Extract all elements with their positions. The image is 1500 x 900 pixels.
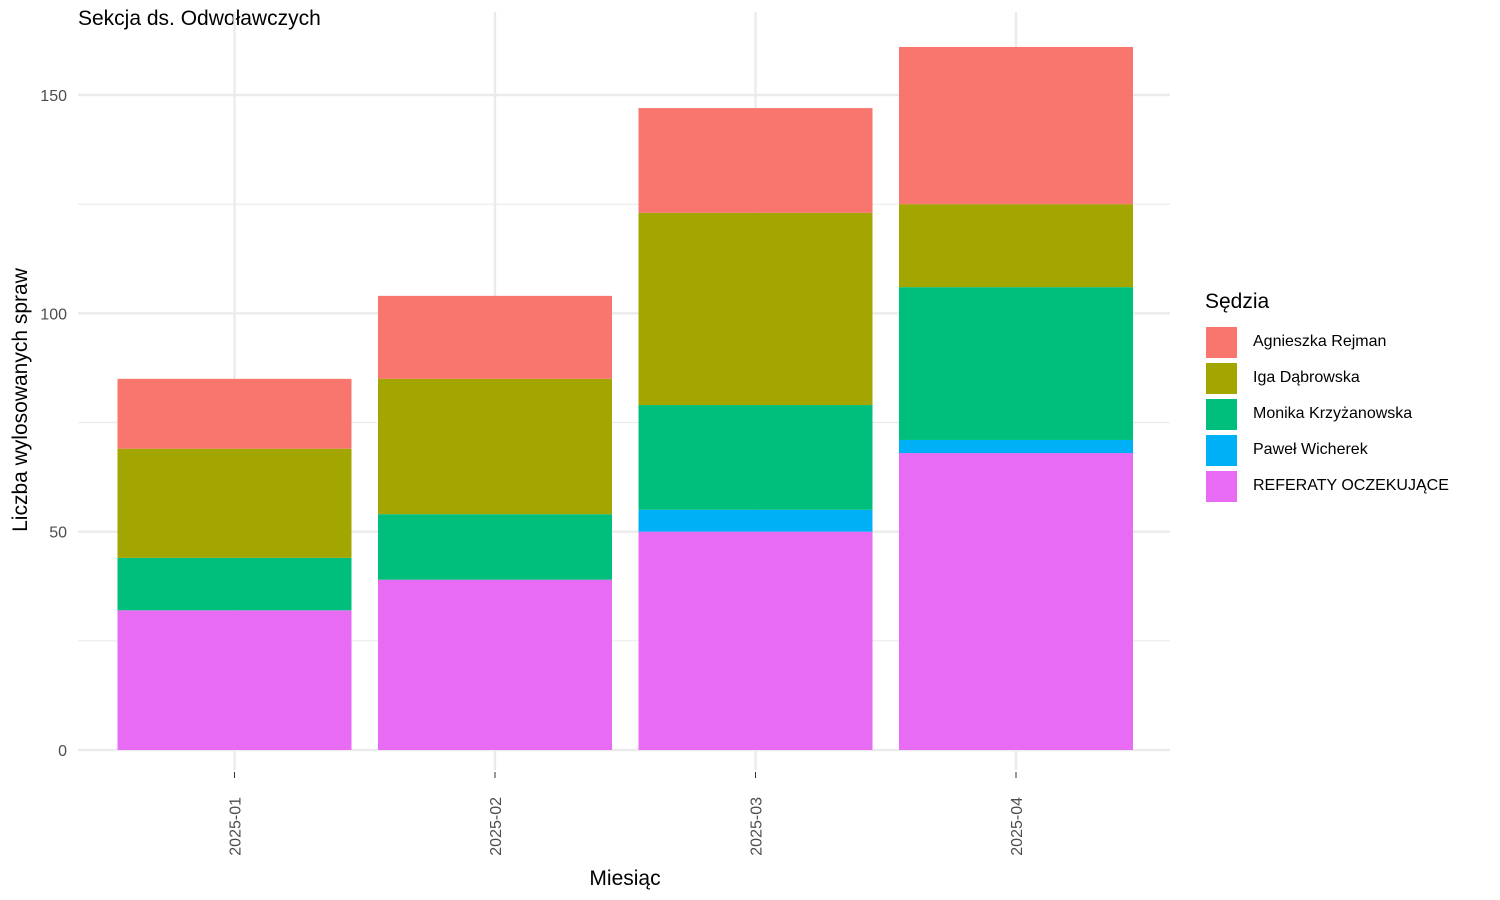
bar-segment — [378, 514, 612, 580]
bar-segment — [638, 212, 873, 406]
bar-segment — [899, 204, 1133, 288]
legend-label: Agnieszka Rejman — [1253, 333, 1387, 350]
bar-segment — [638, 108, 873, 213]
legend-item: Agnieszka Rejman — [1205, 324, 1449, 360]
y-axis-ticks: 0 50 100 150 — [40, 88, 67, 760]
bar-segment — [899, 439, 1133, 454]
legend-title: Sędzia — [1205, 290, 1270, 313]
x-tick-label: 2025-03 — [749, 797, 766, 856]
bar-segment — [117, 448, 352, 558]
y-tick-label: 50 — [49, 525, 67, 542]
y-tick-label: 0 — [58, 743, 67, 760]
legend-key — [1205, 397, 1238, 431]
bar-segment — [638, 509, 873, 532]
legend-key — [1205, 469, 1238, 503]
bars — [117, 46, 1133, 750]
legend: Sędzia Agnieszka Rejman Iga Dąbrowska Moni… — [1205, 290, 1449, 504]
bar-segment — [899, 46, 1133, 205]
legend-item: Iga Dąbrowska — [1205, 360, 1449, 396]
bar-segment — [378, 378, 612, 515]
legend-label: Monika Krzyżanowska — [1253, 405, 1413, 422]
y-tick-label: 100 — [40, 306, 67, 323]
legend-key — [1205, 325, 1238, 359]
x-tick-label: 2025-02 — [488, 797, 505, 856]
bar-segment — [899, 287, 1133, 440]
legend-key — [1205, 361, 1238, 395]
bar-segment — [378, 579, 612, 750]
bar-segment — [899, 453, 1133, 750]
bar-segment — [638, 531, 873, 750]
x-axis-ticks: 2025-01 2025-02 2025-03 2025-04 — [228, 772, 1026, 856]
x-axis-title: Miesiąc — [589, 867, 660, 890]
legend-items: Agnieszka Rejman Iga Dąbrowska Monika Krzy… — [1205, 324, 1449, 504]
legend-item: Monika Krzyżanowska — [1205, 396, 1449, 432]
legend-label: Iga Dąbrowska — [1253, 369, 1360, 386]
y-tick-label: 150 — [40, 88, 67, 105]
legend-label: REFERATY OCZEKUJĄCE — [1253, 477, 1449, 494]
legend-item: REFERATY OCZEKUJĄCE — [1205, 468, 1449, 504]
bar-segment — [638, 405, 873, 510]
legend-label: Paweł Wicherek — [1253, 441, 1368, 458]
x-tick-label: 2025-04 — [1009, 797, 1026, 856]
bar-segment — [117, 378, 352, 449]
bar-segment — [117, 610, 352, 750]
legend-item: Paweł Wicherek — [1205, 432, 1449, 468]
legend-key — [1205, 433, 1238, 467]
bar-segment — [378, 295, 612, 379]
chart-title: Sekcja ds. Odwoławczych — [78, 7, 321, 30]
bar-segment — [117, 557, 352, 611]
x-tick-label: 2025-01 — [228, 797, 245, 856]
y-axis-title: Liczba wylosowanych spraw — [9, 267, 32, 532]
